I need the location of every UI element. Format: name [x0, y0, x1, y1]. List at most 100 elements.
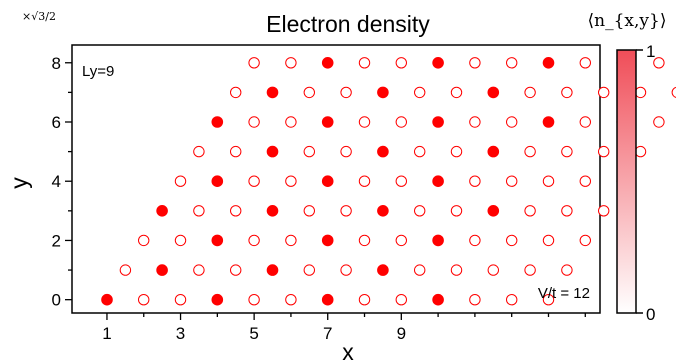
empty-site-marker [358, 57, 371, 69]
empty-site-marker [358, 116, 371, 128]
empty-site-marker [506, 116, 518, 128]
empty-site-marker [174, 234, 187, 247]
empty-site-marker [340, 86, 352, 99]
empty-site-marker [358, 175, 371, 187]
empty-site-marker [285, 175, 297, 187]
empty-site-marker [469, 175, 481, 187]
occupied-site-marker [321, 293, 334, 306]
occupied-site-marker [321, 56, 334, 69]
occupied-site-marker [266, 205, 279, 217]
empty-site-marker [358, 234, 371, 247]
empty-site-marker [414, 145, 426, 158]
empty-site-marker [414, 86, 426, 99]
empty-site-marker [248, 57, 260, 69]
occupied-site-marker [487, 86, 500, 99]
empty-site-marker [561, 264, 573, 276]
empty-site-marker [303, 264, 315, 276]
empty-site-marker [395, 57, 407, 69]
y-tick-label: 0 [52, 291, 61, 310]
empty-site-marker [174, 294, 187, 306]
y-tick-label: 2 [52, 231, 61, 250]
empty-site-marker [524, 264, 536, 276]
colorbar: 1 0 ⟨n_{x,y}⟩ [588, 11, 667, 324]
occupied-site-marker [377, 145, 389, 158]
occupied-site-marker [432, 293, 444, 306]
x-tick-label: 5 [249, 324, 258, 343]
empty-site-marker [450, 145, 463, 158]
plot-frame [71, 44, 601, 314]
x-tick-label: 7 [323, 324, 332, 343]
chart-title: Electron density [266, 11, 430, 37]
occupied-site-marker [211, 175, 224, 188]
occupied-site-marker [211, 234, 224, 247]
empty-site-marker [506, 57, 518, 69]
occupied-site-marker [266, 264, 279, 276]
occupied-site-marker [542, 116, 555, 128]
empty-site-marker [506, 294, 518, 306]
empty-site-marker [653, 57, 665, 69]
empty-site-marker [469, 234, 481, 247]
empty-site-marker [395, 116, 407, 128]
empty-site-marker [193, 205, 205, 217]
occupied-site-marker [487, 145, 500, 158]
empty-site-marker [248, 234, 260, 247]
x-axis-label: x [342, 339, 354, 364]
y-axis-label: y [6, 177, 32, 189]
colorbar-max-label: 1 [646, 42, 655, 61]
empty-site-marker [340, 264, 352, 276]
empty-site-marker [579, 57, 591, 69]
empty-site-marker [285, 57, 297, 69]
empty-site-marker [653, 116, 665, 128]
empty-site-marker [248, 175, 260, 187]
empty-site-marker [561, 205, 573, 217]
occupied-site-marker [377, 86, 389, 99]
empty-site-marker [285, 116, 297, 128]
empty-site-marker [285, 234, 297, 247]
empty-site-marker [303, 86, 315, 99]
empty-site-marker [524, 205, 536, 217]
occupied-site-marker [321, 175, 334, 188]
empty-site-marker [561, 145, 573, 158]
x-tick-label: 3 [176, 324, 185, 343]
empty-site-marker [450, 264, 463, 276]
empty-site-marker [303, 205, 315, 217]
occupied-site-marker [156, 264, 168, 276]
colorbar-label: ⟨n_{x,y}⟩ [588, 11, 667, 31]
empty-site-marker [414, 264, 426, 276]
empty-site-marker [506, 234, 518, 247]
occupied-site-marker [211, 293, 224, 306]
empty-site-marker [450, 86, 463, 99]
y-tick-label: 8 [52, 54, 61, 73]
occupied-site-marker [432, 116, 444, 128]
empty-site-marker [358, 294, 371, 306]
occupied-site-marker [487, 205, 500, 217]
empty-site-marker [193, 264, 205, 276]
occupied-site-marker [377, 264, 389, 276]
empty-site-marker [395, 175, 407, 187]
x-axis-ticks: 1 3 5 7 9 [102, 313, 586, 343]
colorbar-min-label: 0 [646, 305, 655, 324]
empty-site-marker [230, 264, 242, 276]
y-tick-label: 4 [52, 172, 61, 191]
empty-site-marker [506, 175, 518, 187]
occupied-site-marker [156, 205, 168, 217]
empty-site-marker [303, 145, 315, 158]
occupied-site-marker [211, 116, 224, 128]
y-tick-label: 6 [52, 113, 61, 132]
vt-annotation: V/t = 12 [538, 285, 590, 302]
empty-site-marker [579, 116, 591, 128]
empty-site-marker [561, 86, 573, 99]
empty-site-marker [395, 294, 407, 306]
occupied-site-marker [266, 145, 279, 158]
empty-site-marker [598, 145, 610, 158]
occupied-site-marker [321, 234, 334, 247]
y-scale-label: ×√3/2 [22, 10, 56, 23]
empty-site-marker [542, 234, 555, 247]
empty-site-marker [248, 116, 260, 128]
empty-site-marker [414, 205, 426, 217]
y-axis-ticks: 0 2 4 6 8 [52, 54, 72, 310]
empty-site-marker [469, 116, 481, 128]
empty-site-marker [487, 264, 499, 276]
empty-site-marker [634, 86, 647, 99]
